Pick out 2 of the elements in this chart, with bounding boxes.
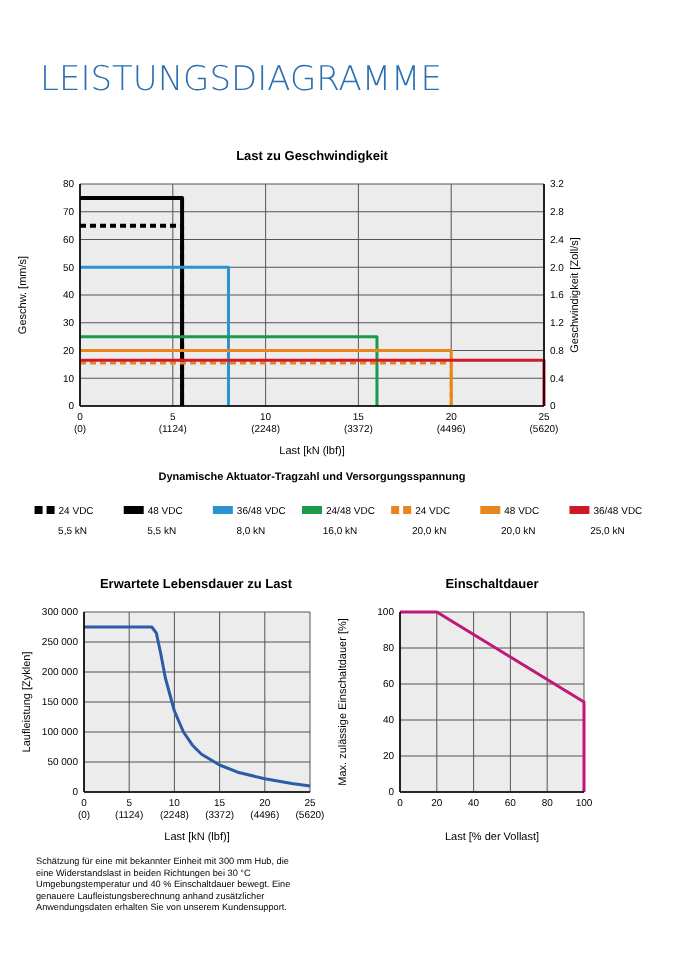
chart-title: LEISTUNGSDIAGRAMME bbox=[40, 60, 442, 100]
line-series bbox=[82, 625, 312, 788]
